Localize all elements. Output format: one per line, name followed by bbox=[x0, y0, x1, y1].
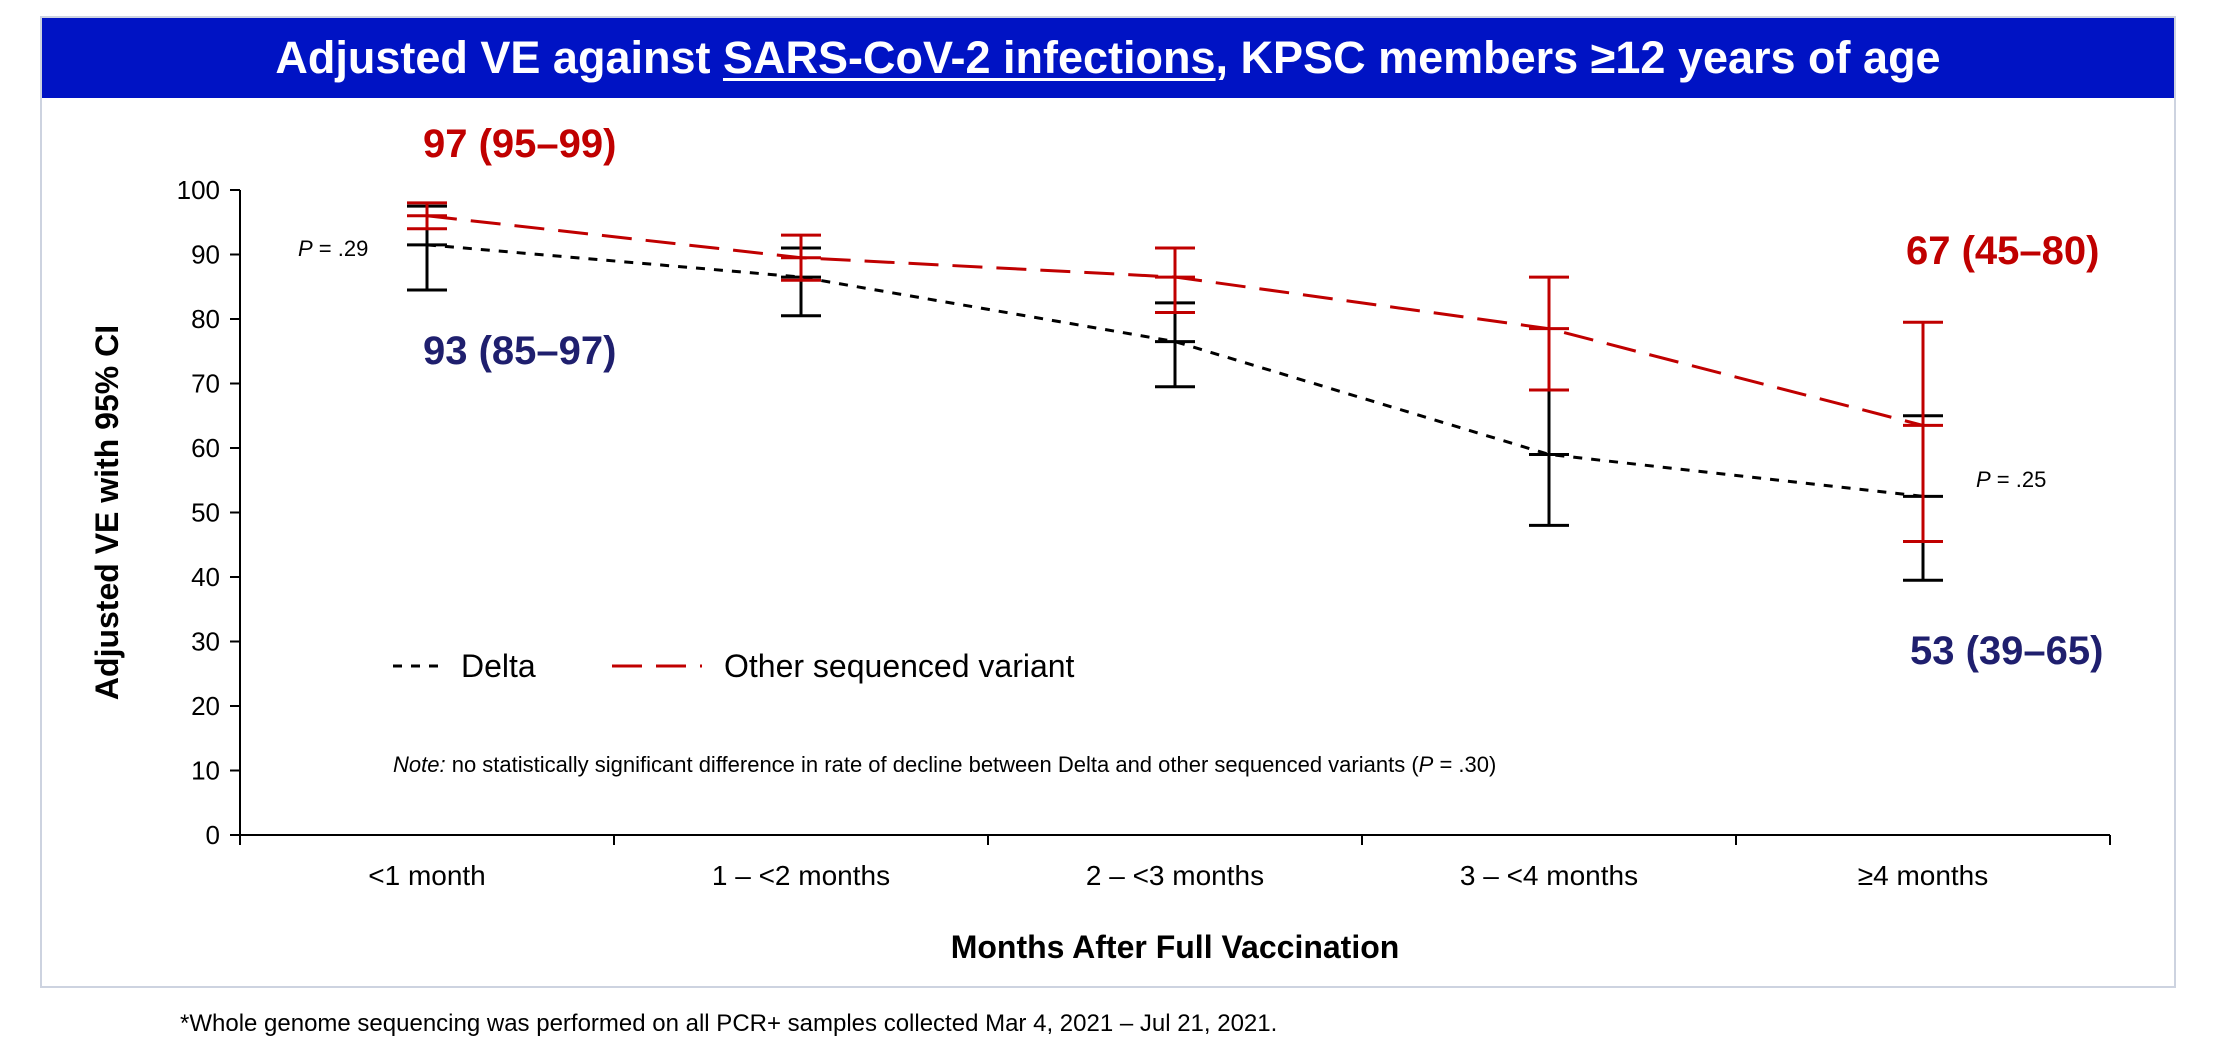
error-bar bbox=[1529, 388, 1569, 527]
y-tick-label: 10 bbox=[191, 756, 220, 786]
x-tick-label: 2 – <3 months bbox=[1086, 860, 1264, 891]
x-tick-label: ≥4 months bbox=[1858, 860, 1989, 891]
legend-label-1: Other sequenced variant bbox=[724, 648, 1075, 684]
chart-title: Adjusted VE against SARS-CoV-2 infection… bbox=[42, 18, 2174, 98]
ve-label-other-first: 97 (95–99) bbox=[423, 122, 616, 166]
chart-marks bbox=[407, 201, 1943, 582]
y-tick-label: 0 bbox=[206, 820, 220, 850]
axes: 0 10 20 30 40 50 60 70 80 90 100 <1 month 1 – <2 mon… bbox=[89, 175, 2111, 965]
x-tick-label: 3 – <4 months bbox=[1460, 860, 1638, 891]
error-bar bbox=[1155, 246, 1195, 315]
title-part-2: , KPSC members ≥12 years of age bbox=[1215, 32, 1941, 83]
error-bar bbox=[1155, 301, 1195, 389]
footnote: *Whole genome sequencing was performed o… bbox=[180, 1010, 1278, 1037]
y-tick-label: 30 bbox=[191, 627, 220, 657]
legend-label-0: Delta bbox=[461, 648, 536, 684]
y-axis-title: Adjusted VE with 95% CI bbox=[89, 325, 125, 700]
error-bar bbox=[781, 233, 821, 282]
y-tick-label: 70 bbox=[191, 369, 220, 399]
y-tick-label: 50 bbox=[191, 498, 220, 528]
p-value-first: P = .29 bbox=[298, 236, 368, 261]
title-underlined: SARS-CoV-2 infections bbox=[722, 32, 1216, 83]
p-value-last: P = .25 bbox=[1976, 467, 2046, 492]
y-tick-label: 60 bbox=[191, 433, 220, 463]
ve-label-other-last: 67 (45–80) bbox=[1906, 229, 2099, 273]
x-axis-title: Months After Full Vaccination bbox=[951, 929, 1400, 965]
y-tick-label: 40 bbox=[191, 562, 220, 592]
x-tick-label: 1 – <2 months bbox=[712, 860, 890, 891]
y-tick-label: 20 bbox=[191, 691, 220, 721]
error-bar bbox=[407, 201, 447, 231]
legend: Delta Other sequenced variant bbox=[393, 648, 1075, 684]
annotations: P = .29 P = .25 97 (95–99) 93 (85–97) 67 (45… bbox=[298, 122, 2103, 777]
note-text: Note: no statistically significant diffe… bbox=[393, 752, 1496, 777]
y-tick-label: 100 bbox=[177, 175, 220, 205]
chart-panel: Adjusted VE against SARS-CoV-2 infection… bbox=[40, 16, 2176, 988]
x-tick-label: <1 month bbox=[368, 860, 486, 891]
y-tick-label: 90 bbox=[191, 240, 220, 270]
ve-label-delta-last: 53 (39–65) bbox=[1910, 629, 2103, 673]
error-bar bbox=[1903, 320, 1943, 544]
y-tick-label: 80 bbox=[191, 304, 220, 334]
error-bar bbox=[1529, 275, 1569, 392]
title-part-1: Adjusted VE against bbox=[275, 32, 723, 83]
ve-label-delta-first: 93 (85–97) bbox=[423, 329, 616, 373]
